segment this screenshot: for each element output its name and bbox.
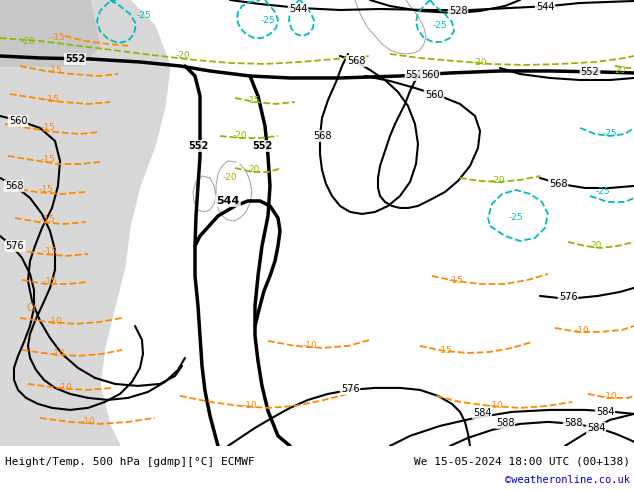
Text: 576: 576 [340,384,359,394]
Text: -25: -25 [432,22,448,30]
Text: -15: -15 [449,276,463,286]
Text: 20: 20 [249,166,260,174]
Text: ©weatheronline.co.uk: ©weatheronline.co.uk [505,475,630,485]
Text: 576: 576 [6,241,24,251]
Text: -25: -25 [596,188,611,196]
Polygon shape [0,116,90,246]
Polygon shape [0,0,100,66]
Text: Height/Temp. 500 hPa [gdmp][°C] ECMWF: Height/Temp. 500 hPa [gdmp][°C] ECMWF [5,457,255,467]
Text: 584: 584 [473,408,491,418]
Polygon shape [0,346,110,446]
Text: -15: -15 [41,123,55,132]
Text: -10: -10 [58,383,72,392]
Text: -20: -20 [473,58,488,68]
Text: 544: 544 [536,2,554,12]
Text: 568: 568 [313,131,331,141]
Text: -15: -15 [39,185,53,195]
Text: -10: -10 [574,326,590,336]
Text: 560: 560 [425,90,443,100]
Text: -20: -20 [21,38,36,47]
Text: 552: 552 [188,141,208,151]
Text: -10: -10 [243,401,257,411]
Text: 560: 560 [421,70,439,80]
Text: -20: -20 [176,51,190,60]
Text: -15: -15 [42,247,57,256]
Polygon shape [0,0,170,446]
Text: 15: 15 [249,97,261,105]
Text: -15: -15 [44,96,60,104]
Text: 20: 20 [590,242,602,250]
Text: 552: 552 [65,54,85,64]
Text: -25: -25 [508,214,523,222]
Text: -15: -15 [437,346,453,355]
Text: -15: -15 [41,155,55,165]
Text: -15: -15 [51,33,65,43]
Text: 544: 544 [288,4,307,14]
Text: 568: 568 [4,181,23,191]
Text: -10: -10 [603,392,618,401]
Text: -25: -25 [261,17,275,25]
Text: -15: -15 [48,67,62,75]
Text: 588: 588 [564,418,582,428]
Text: 20: 20 [614,67,626,75]
Text: -20: -20 [491,176,505,185]
Text: -15: -15 [42,277,57,287]
Text: We 15-05-2024 18:00 UTC (00+138): We 15-05-2024 18:00 UTC (00+138) [414,457,630,467]
Text: 528: 528 [449,6,467,16]
Text: 584: 584 [586,423,605,433]
Text: 576: 576 [559,292,578,302]
Text: -20: -20 [233,131,247,141]
Text: 584: 584 [596,407,614,417]
Text: -10: -10 [48,318,62,326]
Text: 568: 568 [549,179,567,189]
Text: 588: 588 [496,418,514,428]
Text: Cr: Cr [27,303,37,313]
Text: -10: -10 [302,342,318,350]
Text: -10: -10 [489,401,503,411]
Text: -25: -25 [603,129,618,139]
Text: 544: 544 [216,196,240,206]
Text: 552: 552 [252,141,272,151]
Text: -20: -20 [223,173,237,182]
Text: -10: -10 [51,349,65,358]
Text: -25: -25 [137,11,152,21]
Text: 552: 552 [406,70,424,80]
Text: 560: 560 [9,116,27,126]
Text: -10: -10 [81,417,95,426]
Text: 568: 568 [347,56,365,66]
Text: -15: -15 [41,216,55,224]
Text: 552: 552 [581,67,599,77]
